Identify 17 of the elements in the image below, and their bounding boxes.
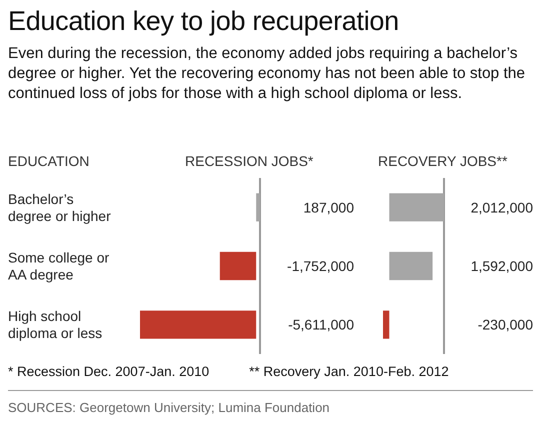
source-note: SOURCES: Georgetown University; Lumina Foundation [8, 400, 330, 415]
y-tick-label: Bachelor’s degree or higher [8, 190, 112, 224]
chart-title: Education key to job recuperation [8, 6, 399, 37]
data-label: -1,752,000 [287, 258, 354, 274]
y-axis-title: EDUCATION [8, 153, 90, 169]
text: ** Recovery Jan. 2010-Feb. 2012 [249, 364, 449, 379]
data-label: 1,592,000 [470, 258, 534, 274]
text: * Recession Dec. 2007-Jan. 2010 [8, 364, 210, 379]
data-label: -230,000 [478, 316, 534, 333]
y-tick-label: High school diploma or less [8, 308, 102, 342]
data-label: -5,611,000 [288, 316, 354, 333]
x-axis-title: RECOVERY JOBS** [378, 153, 508, 169]
x-axis-title: RECESSION JOBS* [185, 153, 314, 169]
chart-subtitle: Even during the recession, the economy added jobs requiring a bachelor’s degree or higher. Yet the recovering economy has not been able to stop the continued loss of jobs for those with a high school diploma or less. [8, 44, 526, 104]
data-label: 187,000 [303, 199, 354, 216]
y-tick-label: Some college or AA degree [8, 250, 114, 282]
data-label: 2,012,000 [470, 199, 534, 216]
